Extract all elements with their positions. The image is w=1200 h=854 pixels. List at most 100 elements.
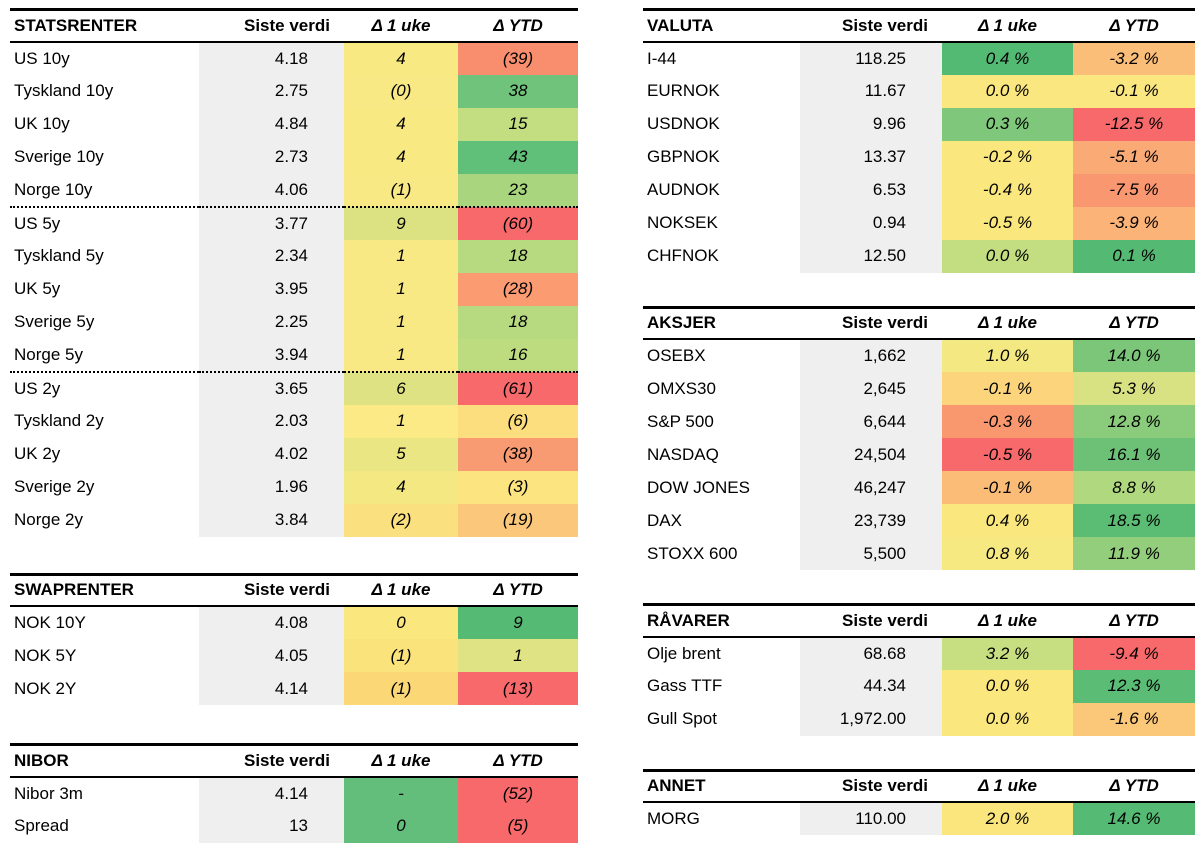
row-value: 2.03 [199,404,344,438]
table-row: Norge 10y 4.06 (1) 23 [10,173,578,207]
row-value: 4.08 [199,606,344,639]
row-week-change: -0.3 % [942,405,1073,438]
row-value: 3.94 [199,338,344,372]
row-ytd-change: (3) [458,470,578,504]
row-value: 2,645 [800,372,942,405]
row-week-change: 0.0 % [942,669,1073,703]
row-label: Gull Spot [647,709,717,728]
row-value: 44.34 [800,669,942,703]
row-label: Sverige 2y [14,477,95,496]
table-title: VALUTA [643,9,800,43]
row-ytd-change: (13) [458,672,578,705]
row-week-change: 0.4 % [942,41,1073,75]
table-row: Sverige 2y 1.96 4 (3) [10,470,578,504]
col-header-week: Δ 1 uke [942,770,1073,803]
row-ytd-change: 5.3 % [1073,372,1195,405]
table-row: OSEBX 1,662 1.0 % 14.0 % [643,339,1195,372]
row-week-change: 1 [344,338,458,372]
row-week-change: -0.1 % [942,372,1073,405]
row-ytd-change: 12.8 % [1073,405,1195,438]
row-value: 1,972.00 [800,702,942,736]
table-row: Olje brent 68.68 3.2 % -9.4 % [643,636,1195,670]
row-value: 11.67 [800,74,942,108]
row-ytd-change: 18 [458,305,578,339]
row-ytd-change: 16.1 % [1073,438,1195,471]
row-value: 4.02 [199,437,344,471]
row-label: UK 5y [14,279,61,298]
row-value: 68.68 [800,636,942,670]
row-ytd-change: 9 [458,606,578,639]
row-label: Sverige 5y [14,312,95,331]
row-label: MORG [647,809,700,828]
col-header-value: Siste verdi [199,9,344,43]
col-header-week: Δ 1 uke [344,744,458,778]
row-label: STOXX 600 [647,543,738,563]
row-week-change: 1 [344,239,458,273]
row-value: 4.14 [199,672,344,705]
table-ravarer: RÅVARER Siste verdi Δ 1 uke Δ YTD Olje brent… [643,603,1195,736]
table-row: Norge 2y 3.84 (2) (19) [10,503,578,537]
row-ytd-change: 8.8 % [1073,471,1195,504]
row-value: 4.18 [199,41,344,75]
table-row: NOKSEK 0.94 -0.5 % -3.9 % [643,206,1195,240]
row-label: GBPNOK [647,147,720,166]
row-ytd-change: 16 [458,338,578,372]
row-ytd-change: 15 [458,107,578,141]
table-row: Tyskland 2y 2.03 1 (6) [10,404,578,438]
row-label: CHFNOK [647,246,719,265]
row-value: 2.73 [199,140,344,174]
header-row: NIBOR Siste verdi Δ 1 uke Δ YTD [10,744,578,778]
row-ytd-change: -3.9 % [1073,206,1195,240]
row-ytd-change: -1.6 % [1073,702,1195,736]
row-label: Olje brent [647,643,721,663]
row-week-change: (0) [344,74,458,108]
row-value: 4.06 [199,173,344,207]
row-value: 6,644 [800,405,942,438]
col-header-value: Siste verdi [800,9,942,43]
header-row: SWAPRENTER Siste verdi Δ 1 uke Δ YTD [10,574,578,607]
table-row: Sverige 5y 2.25 1 18 [10,305,578,339]
table-row: Spread 13 0 (5) [10,809,578,843]
row-ytd-change: (52) [458,776,578,810]
col-header-ytd: Δ YTD [1073,307,1195,340]
header-row: RÅVARER Siste verdi Δ 1 uke Δ YTD [643,604,1195,638]
row-label: EURNOK [647,81,720,100]
row-week-change: -0.1 % [942,471,1073,504]
row-week-change: 0.0 % [942,74,1073,108]
row-week-change: - [344,776,458,810]
col-header-ytd: Δ YTD [458,744,578,778]
row-value: 4.84 [199,107,344,141]
row-label: Tyskland 10y [14,81,114,100]
row-value: 110.00 [800,802,942,835]
row-label: NOK 10Y [14,613,86,632]
row-label: OSEBX [647,346,706,365]
table-aksjer: AKSJER Siste verdi Δ 1 uke Δ YTD OSEBX 1,662 1… [643,305,1195,570]
row-label: NASDAQ [647,444,719,464]
table-row: STOXX 600 5,500 0.8 % 11.9 % [643,537,1195,570]
row-week-change: 4 [344,107,458,141]
row-value: 1,662 [800,339,942,372]
row-week-change: 0.3 % [942,107,1073,141]
col-header-week: Δ 1 uke [942,307,1073,340]
row-week-change: 0 [344,606,458,639]
row-week-change: -0.5 % [942,438,1073,471]
row-week-change: 0.4 % [942,504,1073,537]
right-column: VALUTA Siste verdi Δ 1 uke Δ YTD I-44 118.25 0… [643,0,1195,835]
row-label: NOK 2Y [14,678,77,698]
left-column: STATSRENTER Siste verdi Δ 1 uke Δ YTD US 10y… [10,0,578,843]
col-header-week: Δ 1 uke [942,9,1073,43]
row-label: USDNOK [647,114,720,133]
row-week-change: 0 [344,809,458,843]
col-header-ytd: Δ YTD [1073,9,1195,43]
table-row: US 2y 3.65 6 (61) [10,370,578,405]
col-header-ytd: Δ YTD [1073,604,1195,638]
row-label: Norge 10y [14,179,93,199]
table-row: NOK 2Y 4.14 (1) (13) [10,672,578,705]
row-label: Norge 5y [14,344,83,364]
row-label: AUDNOK [647,180,720,199]
table-row: Tyskland 10y 2.75 (0) 38 [10,74,578,108]
row-value: 9.96 [800,107,942,141]
table-row: NASDAQ 24,504 -0.5 % 16.1 % [643,438,1195,471]
row-week-change: 1.0 % [942,339,1073,372]
table-row: GBPNOK 13.37 -0.2 % -5.1 % [643,140,1195,174]
